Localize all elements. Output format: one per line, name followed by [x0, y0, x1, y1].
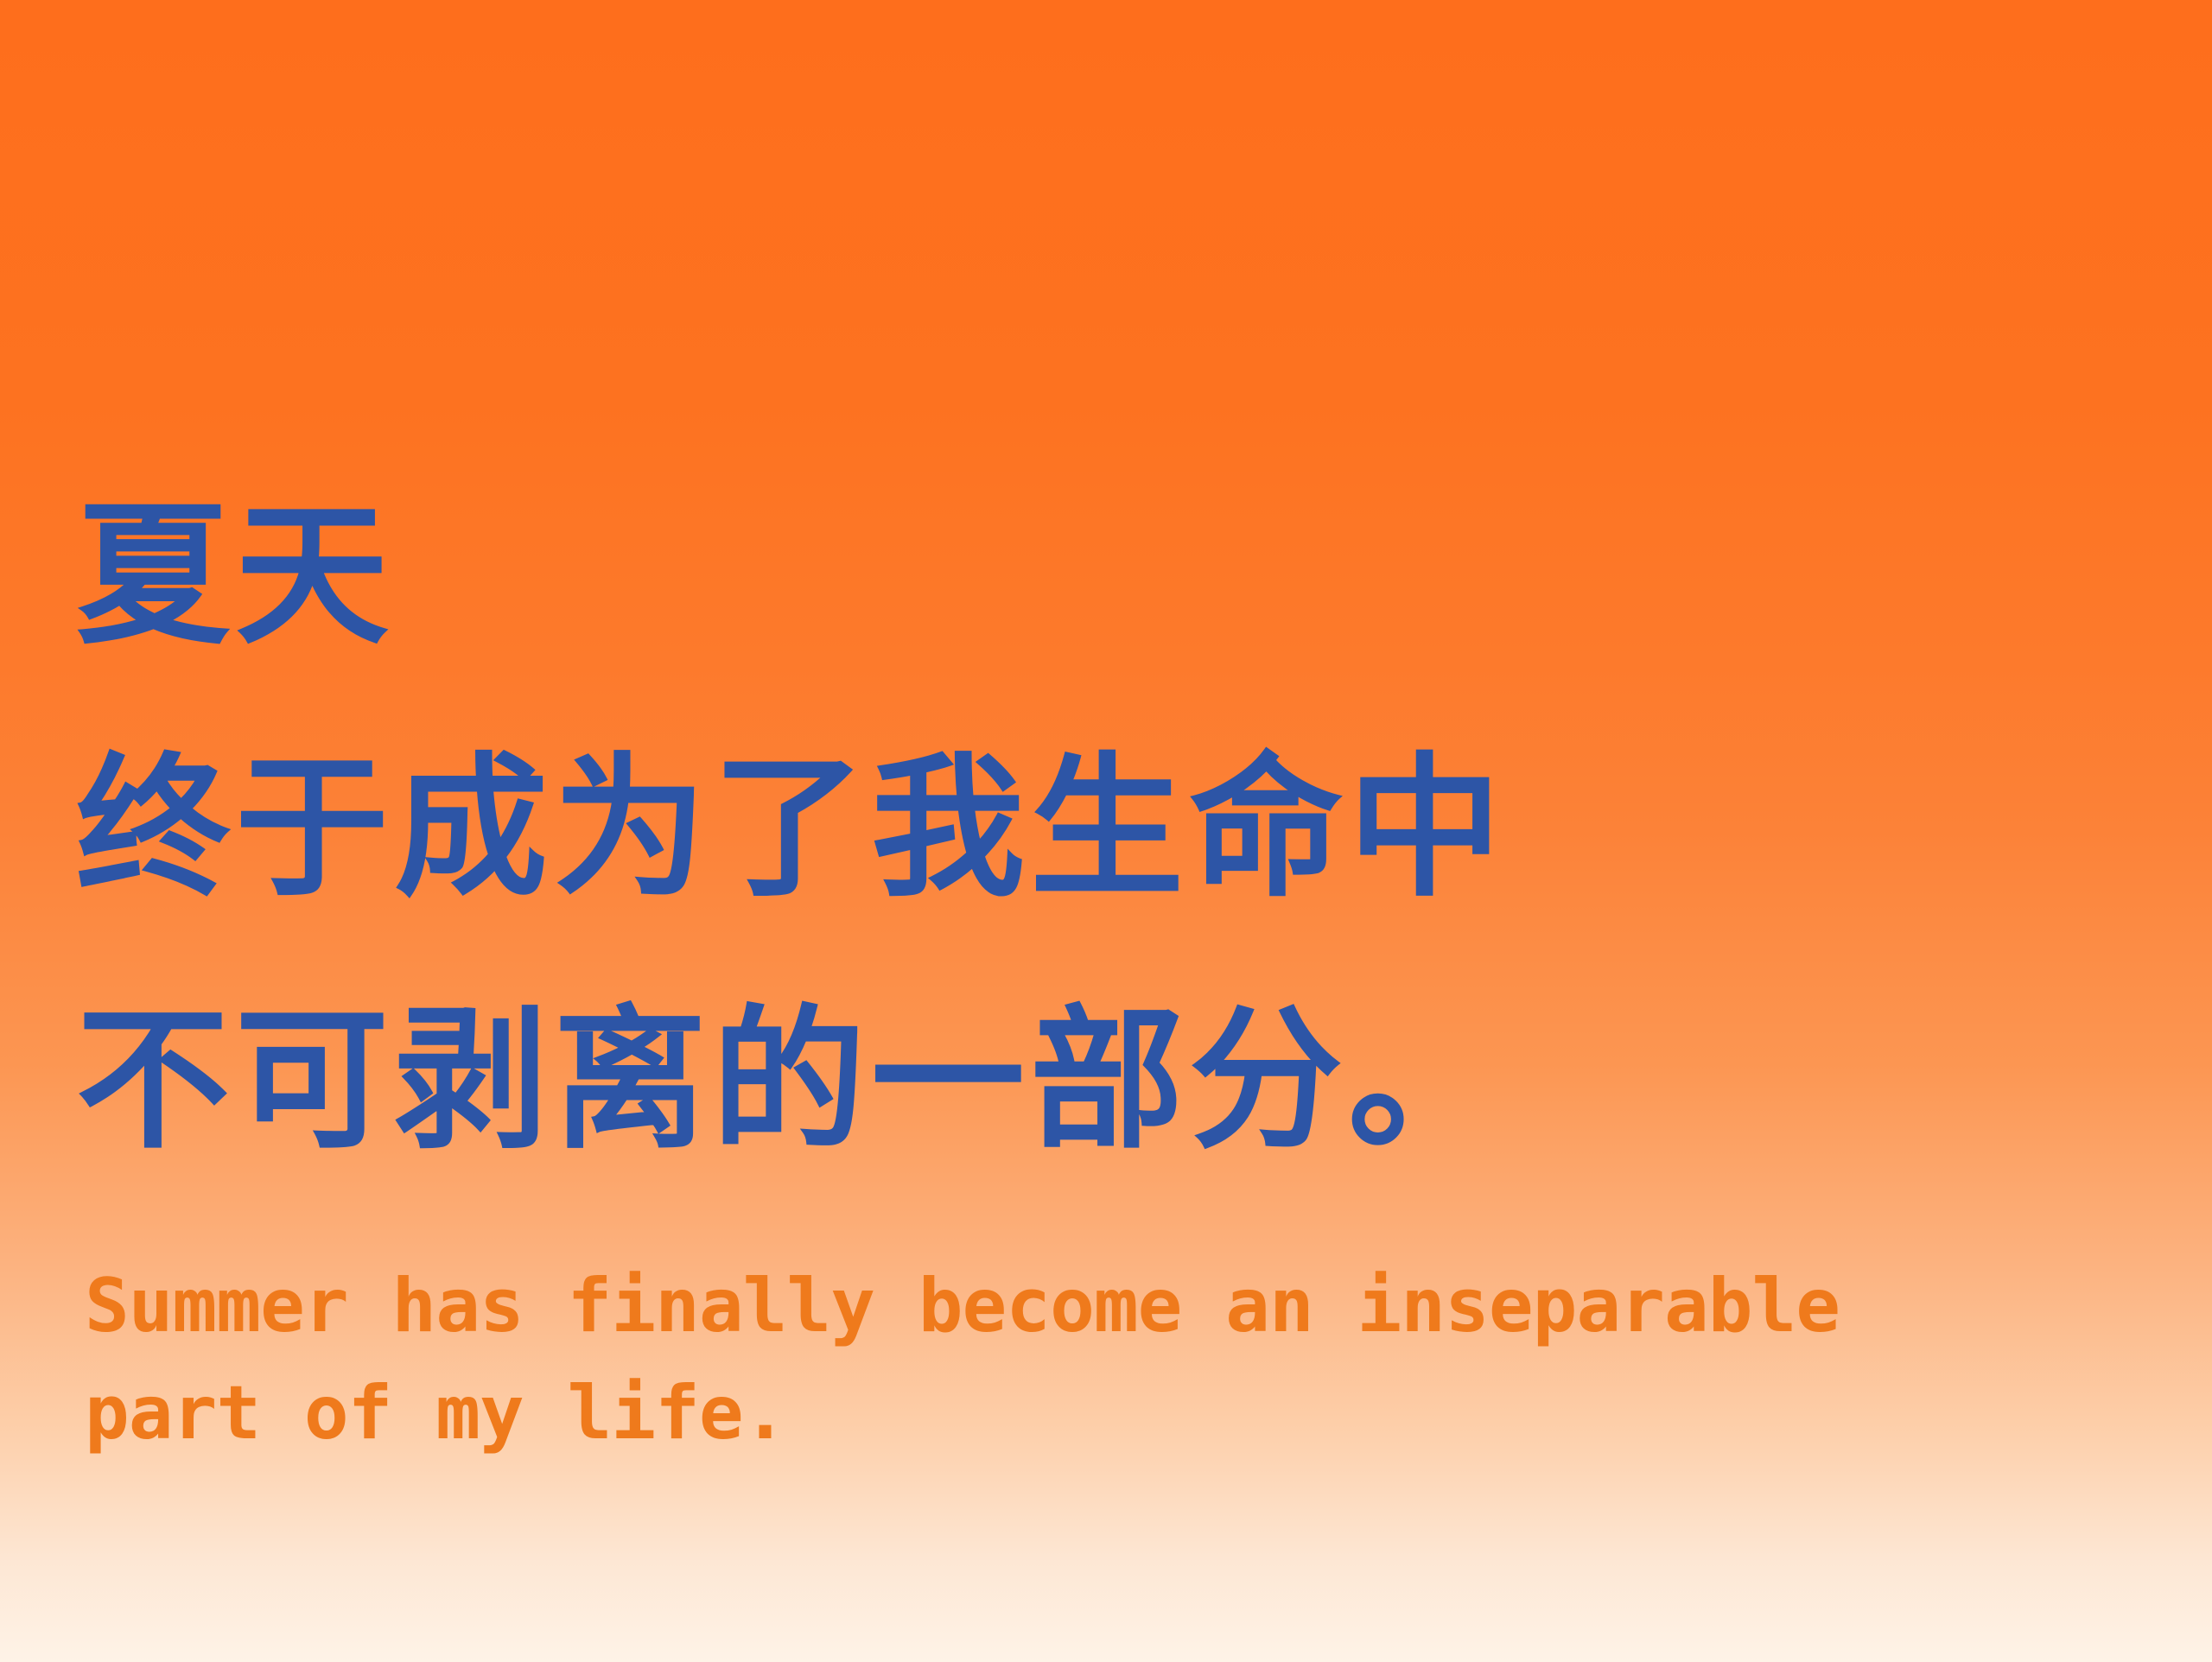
- chinese-quote-line-3: 不可剥离的一部分。: [76, 989, 1507, 1170]
- chinese-quote-line-2: 终于成为了我生命中: [76, 737, 1507, 917]
- english-quote: Summer has finally become an inseparable…: [85, 1253, 1840, 1467]
- english-quote-line-1: Summer has finally become an inseparable: [85, 1263, 1840, 1349]
- english-quote-line-2: part of my life.: [85, 1370, 787, 1456]
- chinese-quote-line-1: 夏天: [76, 485, 394, 665]
- chinese-quote: 夏天 终于成为了我生命中 不可剥离的一部分。: [76, 449, 1507, 1206]
